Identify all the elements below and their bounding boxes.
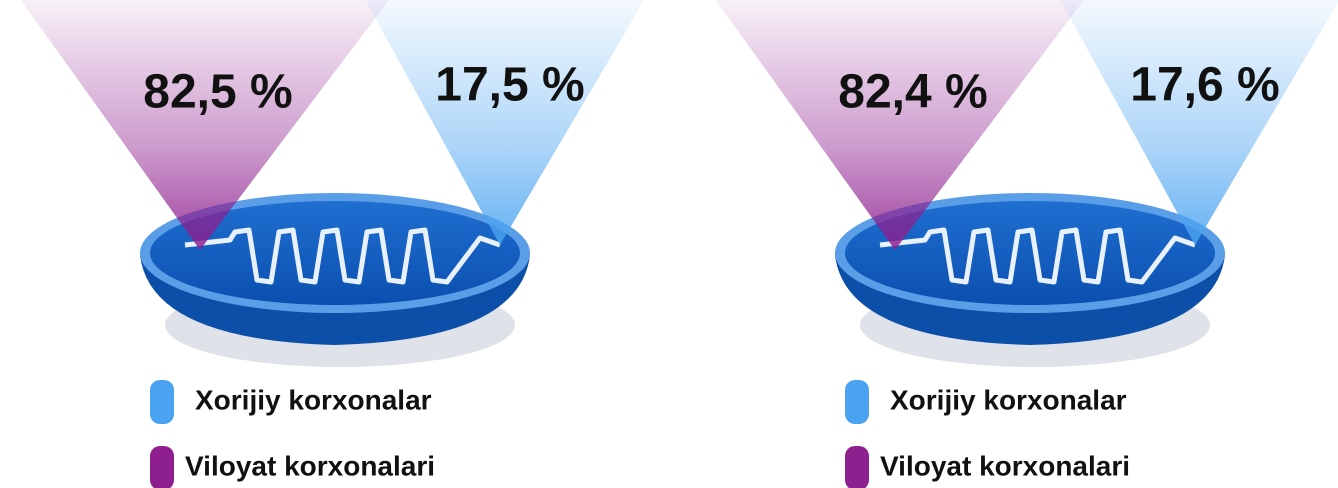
legend-label: Viloyat korxonalari [185,450,435,481]
legend-swatch [845,446,869,488]
plate-top [150,201,520,305]
cone [365,0,645,245]
legend-label: Viloyat korxonalari [880,450,1130,481]
plate [140,193,530,367]
cone [20,0,389,250]
value-label: 82,5 % [143,66,292,119]
value-label: 17,6 % [1130,59,1279,112]
legend-label: Xorijiy korxonalar [195,384,432,415]
legend-label: Xorijiy korxonalar [890,384,1127,415]
value-label: 82,4 % [838,66,987,119]
plate-pattern [879,227,1196,285]
value-label: 17,5 % [435,59,584,112]
legend-swatch [150,446,174,488]
legend-swatch [150,380,174,424]
cone [715,0,1084,250]
plate-top [845,201,1215,305]
legend-swatch [845,380,869,424]
plate [835,193,1225,367]
plate-pattern [184,227,501,285]
cone [1060,0,1338,245]
